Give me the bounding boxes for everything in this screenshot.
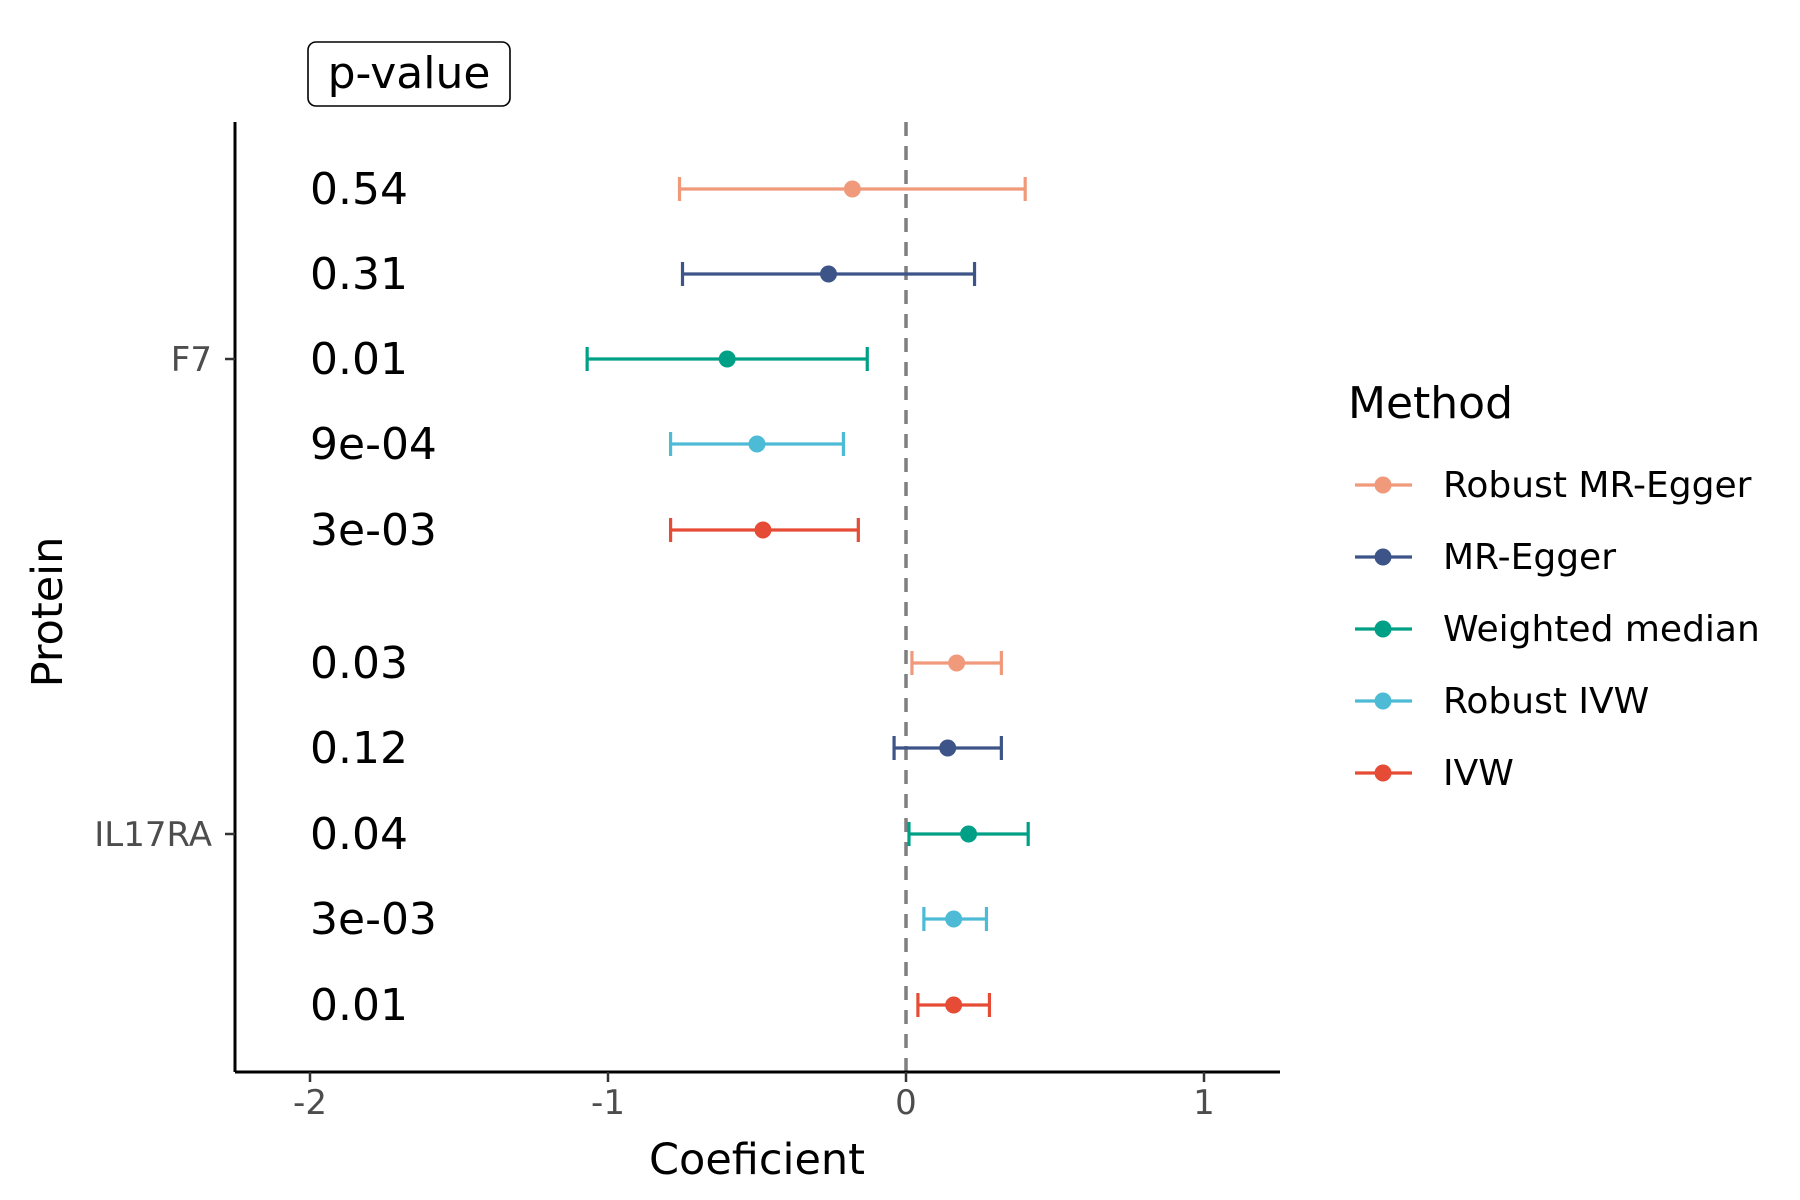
pvalue-label: 9e-04 (310, 419, 437, 470)
y-tick-label: F7 (171, 340, 212, 380)
legend-item: MR-Egger (1355, 537, 1616, 578)
pvalue-header-box (307, 41, 511, 107)
legend-item-label: Robust MR-Egger (1443, 465, 1752, 506)
pvalue-header-text: p-value (328, 48, 491, 99)
pvalue-labels: 0.54 0.31 0.01 9e-04 3e-03 0.03 0.12 0.04 3e-03 0… (310, 164, 437, 1031)
estimate-point (960, 825, 978, 843)
x-axis-ticks: -2 -1 0 1 (293, 1072, 1215, 1123)
legend-key-point (1374, 548, 1392, 566)
legend-item-label: MR-Egger (1443, 537, 1616, 578)
estimate-row (916, 993, 992, 1017)
pvalue-label: 0.01 (310, 980, 408, 1031)
estimate-row (585, 347, 869, 371)
pvalue-label: 0.31 (310, 249, 408, 300)
legend-item-label: IVW (1443, 753, 1514, 794)
pvalue-label: 0.01 (310, 334, 408, 385)
legend-item: Robust MR-Egger (1355, 465, 1752, 506)
estimate-row (892, 736, 1003, 760)
x-tick-label: 0 (895, 1083, 917, 1123)
x-tick-label: -1 (591, 1083, 625, 1123)
y-axis-title: Protein (23, 537, 73, 688)
estimate-row (907, 822, 1030, 846)
estimate-point (939, 739, 957, 757)
pvalue-label: 3e-03 (310, 505, 437, 556)
x-tick-label: 1 (1193, 1083, 1215, 1123)
estimate-row (680, 262, 977, 286)
legend-key-point (1374, 476, 1392, 494)
estimate-row (910, 651, 1003, 675)
legend-key-point (1374, 692, 1392, 710)
legend-item: Weighted median (1355, 609, 1760, 650)
estimate-point (945, 996, 963, 1014)
pvalue-label: 0.04 (310, 809, 408, 860)
legend: Method Robust MR-Egger MR-Egger Weighted m… (1348, 378, 1760, 794)
estimate-point (948, 654, 966, 672)
legend-items: Robust MR-Egger MR-Egger Weighted median Ro… (1355, 465, 1760, 794)
legend-item-label: Weighted median (1443, 609, 1760, 650)
y-tick-label: IL17RA (94, 815, 212, 855)
estimate-point (843, 180, 861, 198)
estimate-point (820, 265, 838, 283)
pvalue-label: 3e-03 (310, 894, 437, 945)
x-tick-label: -2 (293, 1083, 327, 1123)
estimate-point (754, 521, 772, 539)
estimate-point (748, 435, 766, 453)
legend-key-point (1374, 764, 1392, 782)
estimate-row (922, 907, 989, 931)
pvalue-header: p-value (307, 41, 511, 107)
legend-title: Method (1348, 378, 1513, 429)
legend-item: Robust IVW (1355, 681, 1649, 722)
pvalue-label: 0.12 (310, 723, 408, 774)
y-axis-ticks: F7 IL17RA (94, 340, 235, 855)
legend-key-point (1374, 620, 1392, 638)
pvalue-label: 0.54 (310, 164, 408, 215)
legend-item: IVW (1355, 753, 1514, 794)
x-axis-title: Coeficient (649, 1135, 865, 1185)
estimate-row (677, 177, 1027, 201)
estimate-row (668, 432, 846, 456)
estimate-row (668, 518, 860, 542)
estimate-point (945, 910, 963, 928)
estimate-point (718, 350, 736, 368)
estimate-rows (585, 177, 1030, 1017)
legend-item-label: Robust IVW (1443, 681, 1649, 722)
pvalue-label: 0.03 (310, 638, 408, 689)
